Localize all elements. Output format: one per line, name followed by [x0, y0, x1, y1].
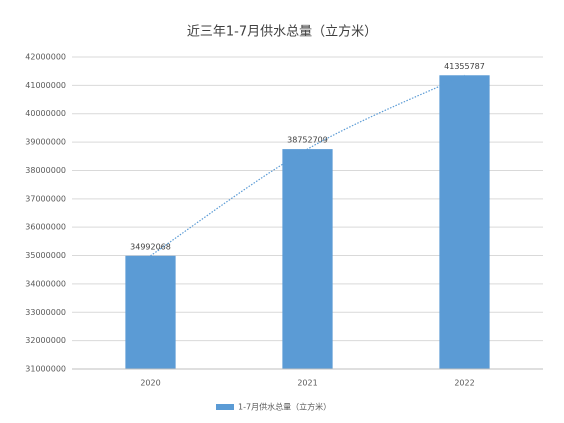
x-tick-label: 2020: [140, 379, 160, 388]
y-tick-label: 35000000: [25, 251, 66, 260]
legend-label: 1-7月供水总量（立方米）: [238, 402, 331, 412]
y-tick-label: 42000000: [25, 53, 66, 62]
y-tick-label: 31000000: [25, 365, 66, 374]
y-tick-label: 41000000: [25, 81, 66, 90]
data-label: 34992068: [130, 242, 171, 251]
chart-title: 近三年1-7月供水总量（立方米）: [187, 24, 377, 40]
y-tick-label: 34000000: [25, 279, 66, 288]
y-tick-label: 32000000: [25, 336, 66, 345]
y-tick-label: 36000000: [25, 223, 66, 232]
trendline: [150, 74, 465, 257]
legend-swatch: [216, 404, 234, 410]
y-tick-label: 37000000: [25, 194, 66, 203]
bar: [282, 149, 333, 369]
y-tick-label: 38000000: [25, 166, 66, 175]
bar: [125, 255, 176, 369]
y-tick-label: 40000000: [25, 109, 66, 118]
data-label: 38752709: [287, 136, 328, 145]
y-tick-label: 39000000: [25, 138, 66, 147]
x-tick-label: 2021: [297, 379, 317, 388]
x-tick-label: 2022: [454, 379, 474, 388]
y-tick-label: 33000000: [25, 308, 66, 317]
bar: [439, 75, 490, 370]
data-label: 41355787: [444, 62, 485, 71]
